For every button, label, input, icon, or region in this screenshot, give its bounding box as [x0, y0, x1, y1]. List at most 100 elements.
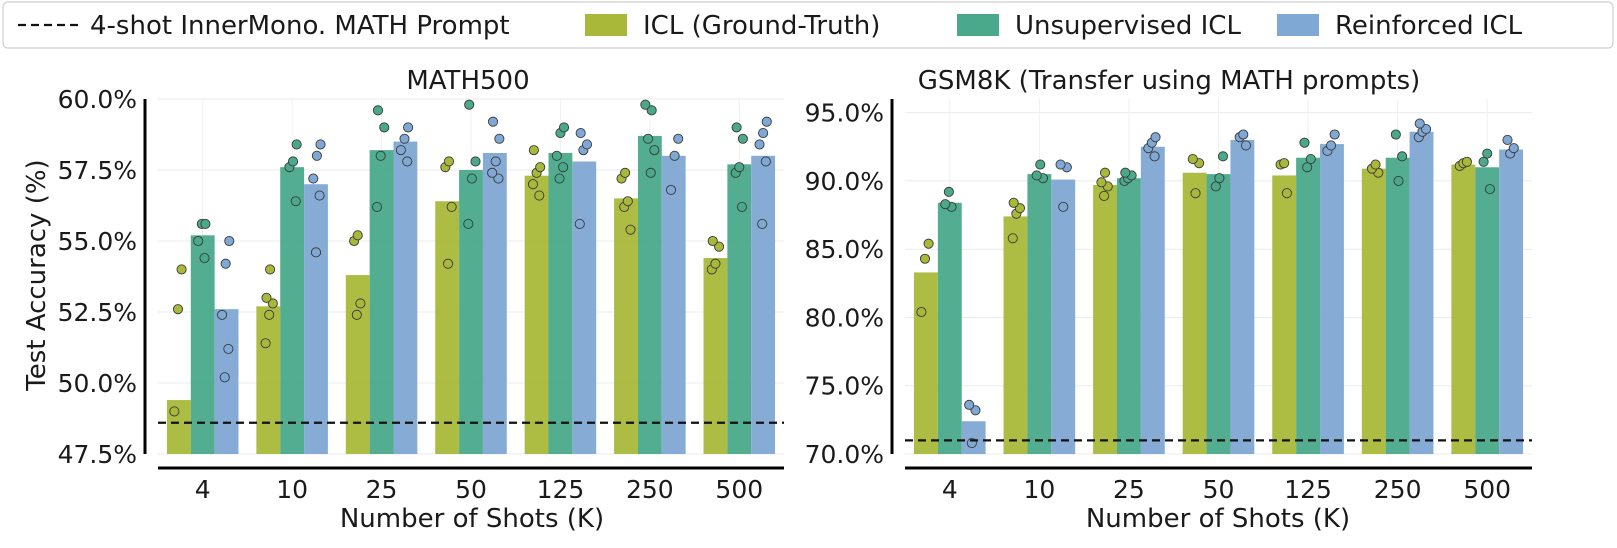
gsm8k-title: GSM8K (Transfer using MATH prompts): [918, 66, 1421, 96]
gsm8k-bar-icl-ground-truth-500: [1451, 164, 1476, 455]
gsm8k-bar-unsupervised-icl-500: [1475, 167, 1500, 454]
math500-x-tick-label: 500: [715, 475, 763, 504]
data-point: [1420, 123, 1432, 135]
data-point: [446, 201, 457, 212]
data-point: [1031, 170, 1042, 181]
data-point: [217, 309, 228, 320]
math500-y-tick-label: 52.5%: [58, 298, 137, 327]
data-point: [970, 405, 981, 416]
data-point: [620, 167, 631, 178]
legend-baseline-label: 4-shot InnerMono. MATH Prompt: [90, 11, 510, 41]
data-point: [463, 218, 474, 230]
math500-x-tick-label: 125: [537, 475, 585, 504]
data-point: [731, 122, 742, 133]
data-point: [754, 139, 765, 150]
data-point: [1190, 188, 1201, 199]
data-point: [176, 264, 187, 275]
math500-bar-icl-ground-truth-500: [703, 258, 728, 454]
math500-y-tick-label: 60.0%: [58, 85, 137, 114]
data-point: [1187, 154, 1198, 165]
data-point: [761, 116, 772, 127]
data-point: [399, 133, 410, 144]
data-point: [1397, 151, 1408, 162]
legend-swatch-unsupervised-icl: [957, 14, 999, 36]
data-point: [1414, 118, 1425, 129]
data-point: [443, 258, 454, 269]
gsm8k-points: [916, 118, 1519, 449]
legend-label-icl-ground-truth: ICL (Ground-Truth): [643, 11, 880, 41]
data-point: [581, 139, 593, 150]
data-point: [625, 224, 636, 235]
gsm8k-y-tick-label: 80.0%: [805, 303, 884, 332]
gsm8k-bar-reinforced-icl-25: [1140, 146, 1165, 455]
math500-bar-icl-ground-truth-50: [435, 201, 460, 454]
data-point: [403, 122, 414, 133]
data-point: [487, 116, 499, 127]
data-point: [443, 156, 455, 167]
data-point: [1055, 159, 1066, 170]
math500-bar-unsupervised-icl-25: [369, 150, 394, 454]
data-point: [470, 156, 481, 167]
data-point: [1484, 184, 1495, 195]
gsm8k-bar-icl-ground-truth-50: [1182, 172, 1207, 454]
gsm8k-x-tick-label: 125: [1284, 475, 1332, 504]
math500-bar-unsupervised-icl-500: [727, 164, 752, 454]
data-point: [1058, 201, 1069, 212]
data-point: [379, 122, 390, 133]
gsm8k-x-tick-label: 500: [1463, 475, 1511, 504]
legend-swatch-reinforced-icl: [1277, 14, 1319, 36]
gsm8k-bar-icl-ground-truth-25: [1093, 185, 1117, 454]
data-point: [287, 156, 299, 167]
data-point: [923, 238, 934, 249]
data-point: [1302, 162, 1313, 173]
gsm8k-x-tick-label: 50: [1203, 475, 1235, 504]
data-point: [290, 196, 301, 207]
data-point: [943, 186, 954, 197]
math500-panel: MATH500 Test Accuracy (%) Number of Shot…: [22, 66, 784, 534]
data-point: [757, 218, 768, 230]
data-point: [372, 201, 383, 212]
data-point: [669, 150, 680, 161]
gsm8k-bar-reinforced-icl-250: [1409, 131, 1434, 454]
data-point: [1299, 137, 1310, 148]
math500-y-tick-label: 57.5%: [58, 156, 137, 185]
gsm8k-x-tick-label: 250: [1374, 475, 1422, 504]
data-point: [551, 150, 562, 161]
data-point: [199, 252, 210, 264]
data-point: [1461, 156, 1472, 167]
data-point: [169, 406, 180, 417]
data-point: [310, 247, 322, 258]
data-point: [554, 173, 565, 184]
math500-x-tick-label: 10: [276, 475, 308, 504]
gsm8k-y-tick-label: 90.0%: [805, 167, 884, 196]
gsm8k-bar-unsupervised-icl-125: [1296, 157, 1321, 454]
data-point: [1035, 159, 1046, 170]
gsm8k-bar-reinforced-icl-50: [1230, 139, 1255, 454]
data-point: [649, 145, 660, 156]
data-point: [172, 304, 184, 315]
gsm8k-y-tick-label: 95.0%: [805, 99, 884, 128]
gsm8k-x-tick-label: 25: [1113, 475, 1145, 504]
math500-bar-unsupervised-icl-50: [459, 170, 483, 454]
gsm8k-bar-reinforced-icl-4: [961, 421, 986, 454]
data-point: [1370, 159, 1381, 170]
data-point: [1329, 129, 1340, 140]
math500-points: [169, 99, 772, 417]
data-point: [261, 292, 272, 303]
math500-y-axis-label: Test Accuracy (%): [22, 159, 52, 391]
math500-bar-icl-ground-truth-250: [614, 198, 638, 454]
legend-label-unsupervised-icl: Unsupervised ICL: [1015, 11, 1241, 41]
math500-bar-icl-ground-truth-125: [524, 175, 549, 454]
data-point: [534, 190, 545, 201]
math500-x-tick-label: 25: [366, 475, 398, 504]
data-point: [916, 306, 927, 318]
data-point: [710, 258, 721, 269]
data-point: [372, 105, 384, 116]
data-point: [964, 399, 975, 410]
data-point: [528, 145, 539, 156]
data-point: [574, 218, 585, 230]
data-point: [1210, 181, 1221, 192]
math500-y-tick-label: 50.0%: [58, 369, 137, 398]
gsm8k-bar-icl-ground-truth-125: [1272, 175, 1297, 454]
gsm8k-bars: [913, 131, 1524, 455]
